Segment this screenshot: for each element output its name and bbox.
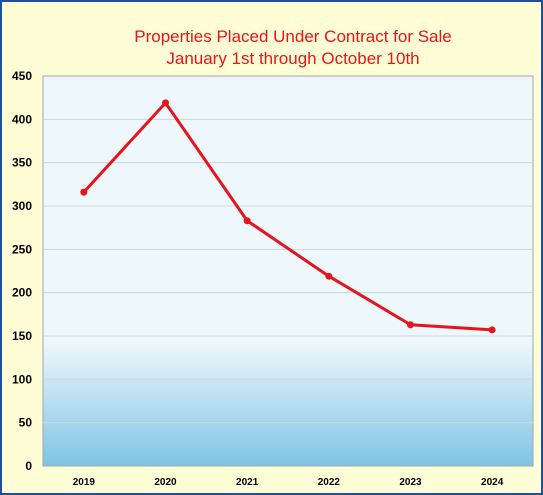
data-point xyxy=(407,321,414,329)
plot-area xyxy=(42,75,534,467)
x-tick-label: 2023 xyxy=(399,477,422,488)
y-tick-label: 50 xyxy=(19,416,33,430)
y-axis-ticks: 0 50 100 150 200 250 300 350 400 450 xyxy=(12,69,32,473)
chart-title-line-1: Properties Placed Under Contract for Sal… xyxy=(134,27,452,46)
y-tick-label: 400 xyxy=(12,112,32,126)
data-point xyxy=(243,217,251,225)
y-tick-label: 350 xyxy=(12,156,32,170)
x-tick-label: 2021 xyxy=(236,477,259,488)
y-tick-label: 200 xyxy=(12,286,32,300)
data-point xyxy=(488,326,496,334)
data-point xyxy=(325,272,333,280)
y-tick-label: 100 xyxy=(12,372,32,386)
data-point xyxy=(80,188,88,196)
series-layer xyxy=(80,99,496,334)
data-point xyxy=(162,99,169,107)
x-tick-label: 2022 xyxy=(318,477,341,488)
x-tick-label: 2019 xyxy=(73,477,96,488)
y-tick-label: 150 xyxy=(12,329,32,343)
y-tick-label: 0 xyxy=(25,459,32,473)
y-tick-label: 450 xyxy=(12,69,32,83)
x-axis-ticks: 2019 2020 2021 2022 2023 2024 xyxy=(73,477,504,488)
y-tick-label: 250 xyxy=(12,242,32,256)
chart-title-line-2: January 1st through October 10th xyxy=(166,49,419,68)
series-line xyxy=(82,101,493,332)
x-tick-label: 2024 xyxy=(481,477,504,488)
x-tick-label: 2020 xyxy=(154,477,177,488)
y-tick-label: 300 xyxy=(12,199,32,213)
